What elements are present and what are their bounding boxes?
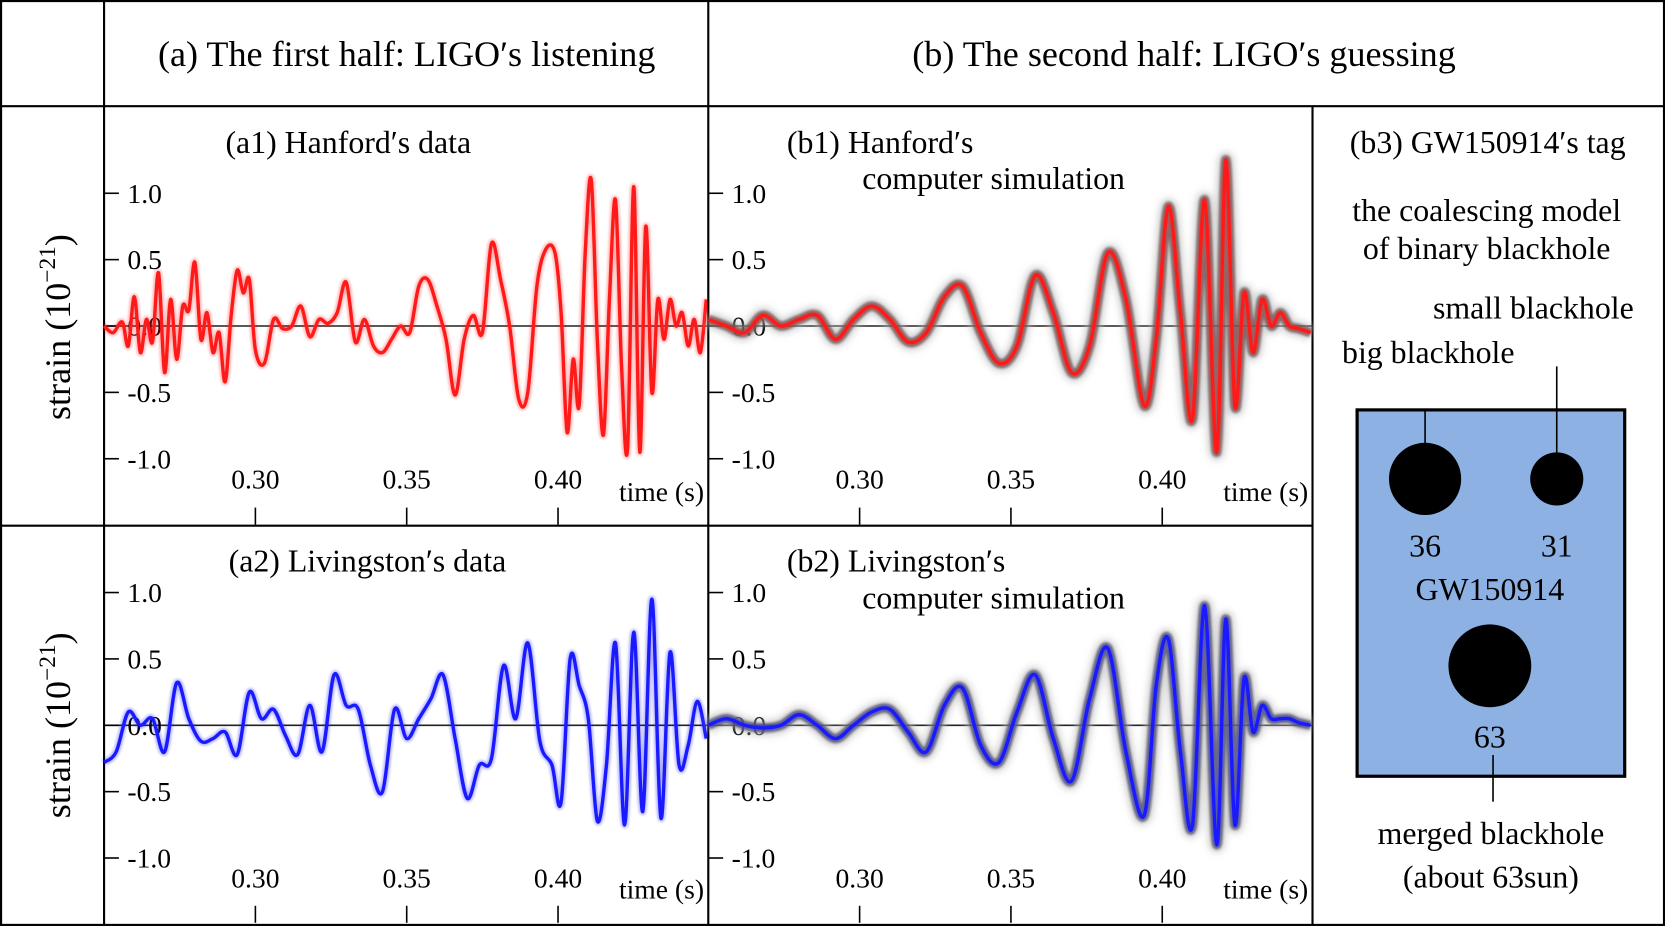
x-tick-label: 0.40: [1138, 863, 1186, 894]
model-line1: the coalescing model: [1352, 193, 1621, 228]
panel-b2-title-line2: computer simulation: [862, 580, 1125, 615]
y-tick-label: -0.5: [127, 377, 171, 408]
y-tick-label: -1.0: [732, 443, 776, 474]
small-blackhole-label: small blackhole: [1433, 291, 1634, 326]
panel-a1-title: (a1) Hanford′s data: [225, 125, 471, 160]
ylabel-exponent: −21: [35, 246, 61, 283]
y-tick-label: -1.0: [127, 843, 171, 874]
ylabel-exponent: −21: [35, 644, 61, 681]
panel-b1-title-line1: (b1) Hanford′s: [787, 125, 973, 160]
header-a: (a) The first half: LIGO′s listening: [158, 34, 655, 74]
merged-line2: (about 63sun): [1403, 860, 1579, 895]
small-blackhole-icon: [1530, 452, 1583, 505]
event-name: GW150914: [1416, 572, 1565, 607]
big-blackhole-icon: [1389, 443, 1461, 515]
x-axis-label: time (s): [619, 873, 704, 904]
merged-line1: merged blackhole: [1378, 816, 1605, 851]
data-line: [104, 177, 706, 455]
ylabel-text: strain (10: [38, 283, 78, 420]
x-tick-label: 0.35: [987, 463, 1035, 494]
panel-b2-title-line1: (b2) Livingston′s: [787, 543, 1005, 578]
ylabel-text: strain (10: [38, 681, 78, 818]
panel-b3: (b3) GW150914′s tag the coalescing model…: [1342, 125, 1634, 895]
ylabel-close: ): [38, 632, 78, 644]
series-glow: [104, 599, 706, 825]
ylabel-top: strain (10−21): [35, 234, 78, 420]
merged-blackhole-mass: 63: [1474, 720, 1506, 755]
y-tick-label: -0.5: [127, 776, 171, 807]
merged-blackhole-icon: [1448, 624, 1531, 707]
panel-a2-title: (a2) Livingston′s data: [229, 543, 507, 578]
x-tick-label: 0.30: [231, 863, 279, 894]
x-tick-label: 0.30: [835, 463, 883, 494]
data-line: [104, 599, 706, 825]
x-tick-label: 0.30: [231, 463, 279, 494]
y-tick-label: 1.0: [732, 577, 767, 608]
big-blackhole-mass: 36: [1409, 528, 1441, 563]
ylabel-close: ): [38, 234, 78, 246]
header-b: (b) The second half: LIGO′s guessing: [912, 34, 1456, 74]
x-tick-label: 0.40: [534, 863, 582, 894]
y-tick-label: 1.0: [732, 178, 767, 209]
panel-b3-title: (b3) GW150914′s tag: [1350, 125, 1626, 160]
ylabel-bottom: strain (10−21): [35, 632, 78, 818]
y-tick-label: -1.0: [127, 443, 171, 474]
y-tick-label: 0.5: [732, 643, 767, 674]
big-blackhole-label: big blackhole: [1342, 335, 1514, 370]
y-tick-label: 0.5: [732, 244, 767, 275]
y-tick-label: -1.0: [732, 843, 776, 874]
y-tick-label: 0.5: [127, 643, 162, 674]
model-line2: of binary blackhole: [1363, 231, 1611, 266]
y-tick-label: 1.0: [127, 577, 162, 608]
x-axis-label: time (s): [1223, 873, 1308, 904]
x-axis-label: time (s): [619, 476, 704, 507]
x-tick-label: 0.40: [1138, 463, 1186, 494]
y-tick-label: -0.5: [732, 377, 776, 408]
small-blackhole-mass: 31: [1541, 528, 1573, 563]
y-tick-label: 1.0: [127, 178, 162, 209]
x-tick-label: 0.35: [383, 863, 431, 894]
x-tick-label: 0.35: [987, 863, 1035, 894]
y-tick-label: -0.5: [732, 776, 776, 807]
x-tick-label: 0.40: [534, 463, 582, 494]
panel-b1-title-line2: computer simulation: [862, 161, 1125, 196]
x-axis-label: time (s): [1223, 476, 1308, 507]
x-tick-label: 0.30: [835, 863, 883, 894]
x-tick-label: 0.35: [383, 463, 431, 494]
